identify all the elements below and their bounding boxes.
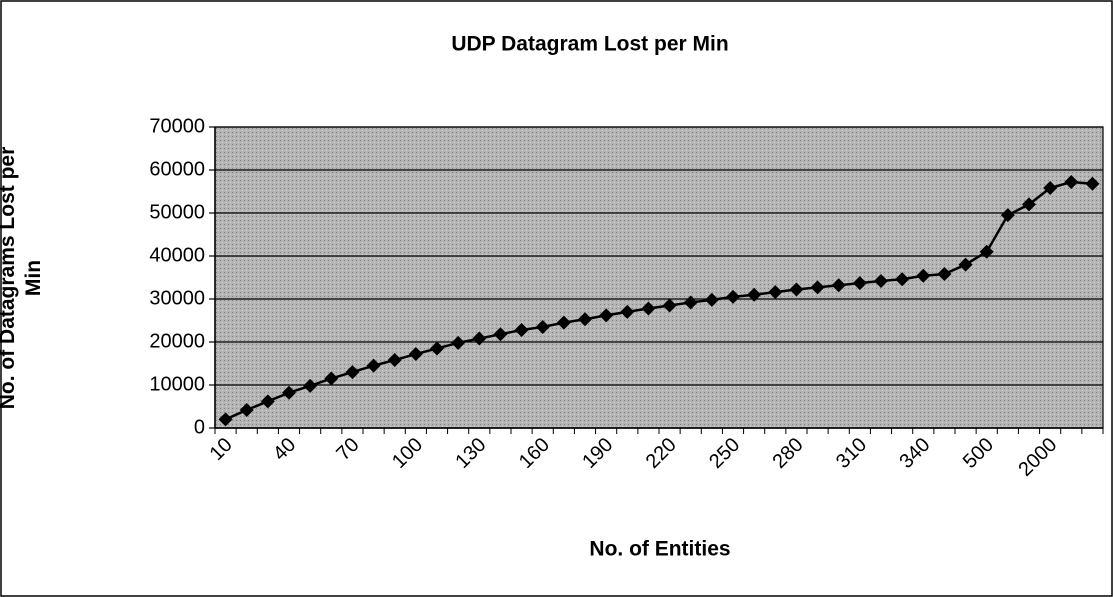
data-marker: [747, 287, 762, 302]
data-marker: [704, 292, 719, 307]
data-marker: [874, 273, 888, 288]
data-marker: [895, 272, 910, 287]
y-tick-label: 20000: [149, 330, 205, 352]
y-axis-label-box: No. of Datagrams Lost per Min: [0, 146, 45, 410]
chart-title: UDP Datagram Lost per Min: [451, 33, 728, 56]
data-marker: [493, 327, 508, 342]
data-marker: [282, 385, 296, 400]
data-marker: [599, 308, 614, 323]
data-marker: [979, 244, 994, 259]
y-tick-label: 30000: [149, 287, 205, 309]
y-tick-label: 60000: [149, 158, 205, 180]
data-marker: [662, 298, 677, 313]
data-marker: [852, 276, 867, 291]
data-marker: [387, 353, 402, 368]
data-marker: [1043, 181, 1058, 196]
data-marker: [683, 295, 698, 310]
data-marker: [1064, 175, 1079, 190]
data-marker: [430, 341, 444, 356]
data-marker: [789, 282, 804, 297]
data-marker: [937, 267, 952, 282]
data-marker: [810, 280, 825, 295]
data-marker: [1085, 176, 1100, 191]
data-marker: [726, 289, 740, 304]
y-tick-label: 0: [194, 416, 205, 438]
data-marker: [556, 315, 571, 330]
y-tick-label: 10000: [149, 373, 205, 395]
data-marker: [345, 365, 360, 380]
data-marker: [1000, 208, 1015, 223]
data-marker: [958, 257, 973, 272]
data-marker: [1022, 197, 1036, 212]
data-marker: [303, 378, 318, 393]
data-marker: [324, 371, 339, 386]
data-marker: [408, 347, 423, 362]
plot-area: [214, 126, 1104, 429]
data-marker: [472, 331, 487, 346]
data-marker: [831, 278, 846, 293]
y-axis-label: No. of Datagrams Lost per Min: [0, 146, 45, 410]
data-marker: [620, 304, 635, 319]
y-tick-label: 70000: [149, 115, 205, 137]
y-tick-label: 50000: [149, 201, 205, 223]
data-marker: [514, 322, 529, 337]
data-marker: [641, 301, 656, 316]
x-axis-label: No. of Entities: [589, 538, 730, 561]
data-marker: [535, 319, 550, 334]
data-marker: [768, 285, 783, 300]
y-tick-label: 40000: [149, 244, 205, 266]
data-marker: [218, 412, 233, 427]
data-marker: [366, 358, 381, 373]
data-marker: [578, 312, 592, 327]
data-marker: [916, 268, 931, 283]
data-marker: [239, 402, 254, 417]
data-marker: [451, 335, 466, 350]
data-marker: [260, 394, 275, 409]
